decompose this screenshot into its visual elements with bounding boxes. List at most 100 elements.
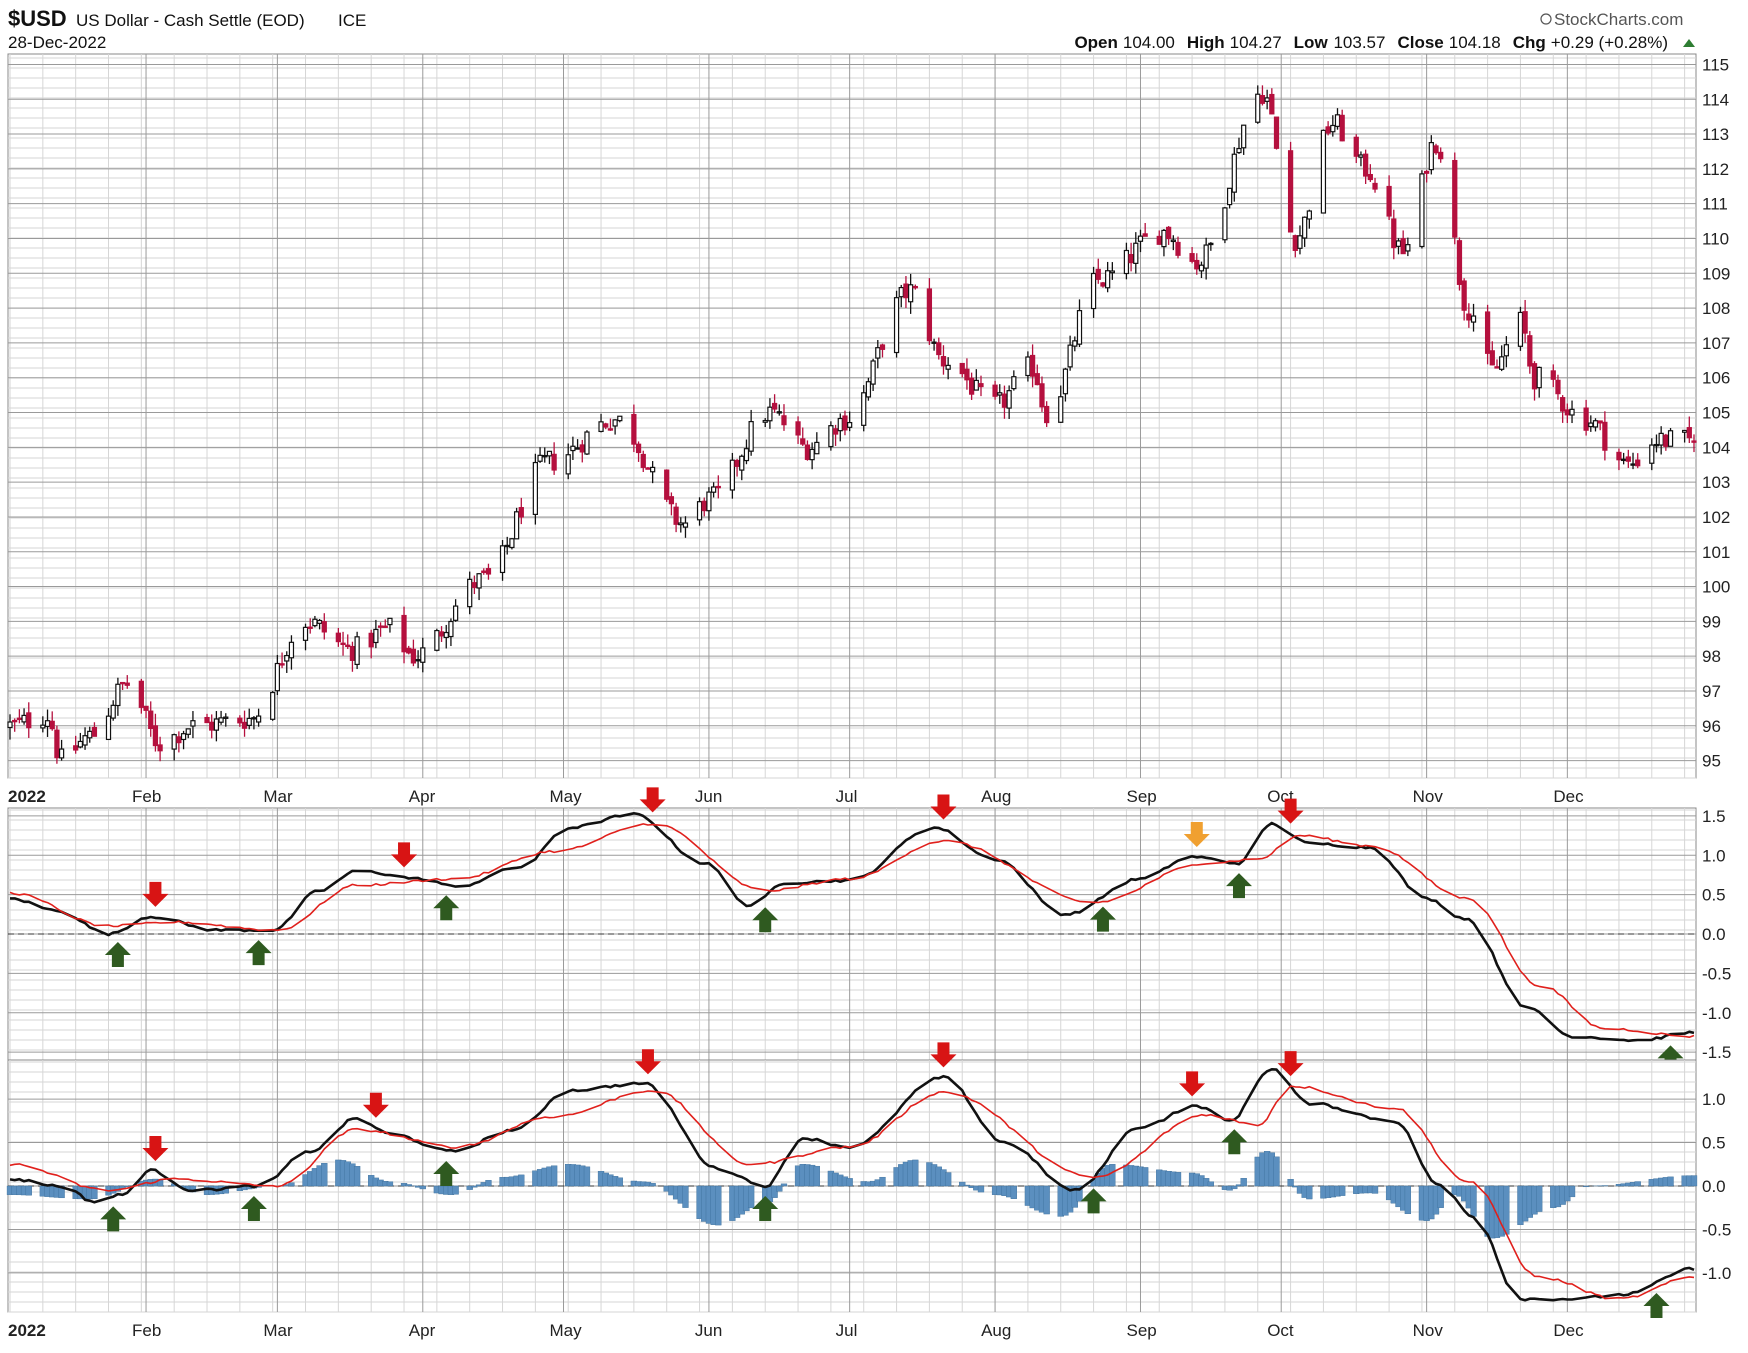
candle-body — [13, 721, 17, 722]
histogram-bar — [880, 1177, 886, 1186]
candle-body — [895, 298, 899, 353]
candle-body — [1110, 271, 1114, 273]
candle-body — [1063, 369, 1067, 394]
candle-body — [22, 715, 26, 721]
candle-body — [1134, 243, 1138, 263]
candle-body — [777, 412, 781, 413]
candle-body — [679, 523, 683, 525]
month-label: Mar — [263, 1321, 293, 1340]
candle-body — [552, 454, 556, 470]
y-tick-label: 1.0 — [1702, 846, 1726, 865]
candle-body — [646, 468, 650, 469]
candle-body — [275, 664, 279, 691]
histogram-bar — [387, 1182, 393, 1186]
candle-body — [1396, 241, 1400, 246]
candle-body — [83, 736, 87, 745]
month-label: Dec — [1553, 1321, 1584, 1340]
candle-body — [271, 693, 275, 720]
candle-body — [454, 606, 458, 620]
candle-body — [1340, 115, 1344, 140]
month-label: Nov — [1413, 1321, 1444, 1340]
candle-body — [1490, 351, 1494, 365]
histogram-bar — [584, 1167, 590, 1186]
low-label: Low — [1294, 33, 1329, 52]
histogram-bar — [1438, 1186, 1444, 1208]
candle-body — [1298, 236, 1302, 249]
candle-body — [8, 722, 12, 727]
candle-body — [355, 637, 359, 665]
candle-body — [369, 633, 373, 646]
candle-body — [1528, 336, 1532, 366]
close-value: 104.18 — [1449, 33, 1501, 52]
histogram-bar — [748, 1186, 754, 1208]
candle-body — [651, 467, 655, 471]
candle-body — [1570, 409, 1574, 415]
candle-body — [1589, 423, 1593, 427]
histogram-bar — [1175, 1172, 1181, 1186]
ohlc-summary: Open 104.00 High 104.27 Low 103.57 Close… — [1074, 33, 1695, 52]
candle-body — [78, 741, 82, 747]
copyright-icon — [1541, 14, 1551, 24]
histogram-bar — [1372, 1186, 1378, 1193]
y-tick-label: 103 — [1702, 473, 1730, 492]
histogram-bar — [321, 1163, 327, 1186]
candle-body — [1692, 441, 1696, 442]
y-tick-label: 96 — [1702, 717, 1721, 736]
candle-body — [1406, 245, 1410, 251]
candle-body — [585, 432, 589, 454]
candle-body — [1204, 245, 1208, 268]
candle-body — [871, 361, 875, 384]
candle-body — [1669, 431, 1673, 447]
histogram-bar — [1231, 1186, 1237, 1189]
candle-body — [444, 633, 448, 638]
candle-body — [1495, 367, 1499, 368]
price-panel: 9596979899100101102103104105106107108109… — [8, 54, 1730, 806]
month-label: Jul — [836, 1321, 858, 1340]
histogram-bar — [776, 1186, 782, 1191]
month-label: May — [550, 787, 583, 806]
candle-body — [1626, 457, 1630, 461]
y-tick-label: 101 — [1702, 543, 1730, 562]
month-label: Feb — [132, 787, 161, 806]
month-label: Sep — [1126, 1321, 1156, 1340]
month-label: Jun — [695, 1321, 722, 1340]
y-tick-label: 113 — [1702, 125, 1729, 144]
y-tick-label: 112 — [1702, 160, 1729, 179]
candle-body — [716, 486, 720, 487]
candle-body — [1040, 384, 1044, 407]
candle-body — [449, 622, 453, 637]
y-tick-label: 107 — [1702, 334, 1730, 353]
histogram-bar — [124, 1186, 130, 1187]
histogram-bar — [420, 1186, 426, 1189]
candle-body — [486, 569, 490, 574]
change-up-icon — [1683, 39, 1695, 47]
histogram-bar — [1274, 1157, 1280, 1186]
histogram-bar — [912, 1160, 918, 1186]
candle-body — [1401, 239, 1405, 254]
candle-body — [698, 502, 702, 520]
candle-body — [313, 619, 317, 625]
candle-body — [862, 393, 866, 426]
histogram-bar — [683, 1186, 689, 1208]
candle-body — [1096, 269, 1100, 279]
month-label: Jun — [695, 787, 722, 806]
brand-label[interactable]: StockCharts.com — [1554, 10, 1683, 29]
candle-body — [238, 718, 242, 723]
histogram-bar — [1011, 1186, 1017, 1199]
candle-body — [801, 439, 805, 444]
candle-body — [702, 501, 706, 510]
y-tick-label: 110 — [1702, 229, 1729, 248]
candle-body — [538, 455, 542, 461]
y-tick-label: 109 — [1702, 264, 1730, 283]
candle-body — [1232, 154, 1236, 192]
y-tick-label: 108 — [1702, 299, 1730, 318]
histogram-bar — [1635, 1182, 1641, 1186]
candle-body — [576, 448, 580, 449]
candle-body — [125, 683, 129, 685]
candle-body — [224, 717, 228, 718]
histogram-bar — [1691, 1176, 1697, 1186]
candle-body — [965, 369, 969, 379]
y-tick-label: 106 — [1702, 369, 1730, 388]
candle-body — [92, 728, 96, 737]
